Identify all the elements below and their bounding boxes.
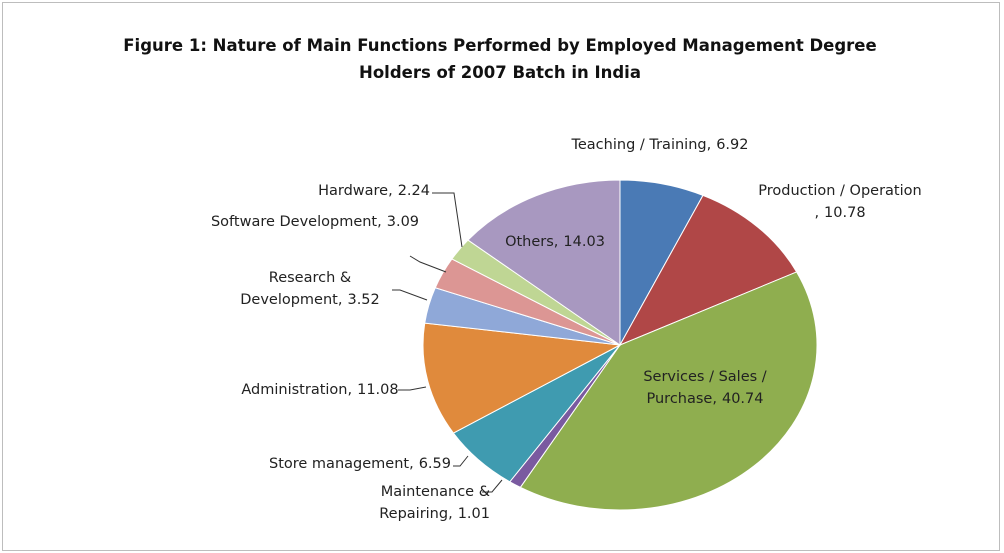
slice-label: Others, 14.03 [470,231,640,253]
leader-line [453,455,469,467]
pie-slice [422,322,622,434]
slice-label-value: 14.03 [563,234,605,250]
slice-label-name: Maintenance & Repairing, [379,484,490,522]
pie-slice [618,194,798,347]
slice-label-name: Research & Development, [240,270,352,308]
slice-label: Teaching / Training, 6.92 [560,134,760,156]
slice-label-name: Teaching / Training, [571,137,712,153]
slice-label-value: 11.08 [357,382,399,398]
slice-label: Maintenance & Repairing, 1.01 [320,481,490,525]
pie-slice [519,271,818,511]
slice-label-name: Others, [505,234,559,250]
slice-label-value: 6.59 [418,456,451,472]
leader-line [409,255,447,273]
slice-label-name: Software Development, [210,214,382,230]
pie-slice [467,179,621,346]
leader-line [482,479,503,493]
slice-label: Hardware, 2.24 [240,180,430,202]
slice-label-name: Services / Sales / Purchase, [643,369,767,407]
slice-label-value: 3.09 [386,214,420,230]
slice-label: Store management, 6.59 [265,453,455,475]
slice-label: Software Development, 3.09 [200,211,430,233]
slice-label-name: Hardware, [318,183,393,199]
slice-label-value: 40.74 [721,391,764,407]
slice-label-value: 2.24 [397,183,430,199]
slice-label: Services / Sales / Purchase, 40.74 [620,366,790,410]
slice-label-name: Administration, [241,382,353,398]
slice-label-name: Store management, [269,456,414,472]
slice-label: Production / Operation , 10.78 [750,180,930,224]
leader-line [392,289,428,301]
slice-label-name: Production / Operation , [758,183,922,221]
leader-line [398,386,427,391]
leader-line [432,192,463,248]
slice-label: Administration, 11.08 [235,379,405,401]
slice-label: Research & Development, 3.52 [225,267,395,311]
chart-title: Figure 1: Nature of Main Functions Perfo… [123,36,877,82]
slice-label-value: 10.78 [824,205,866,221]
slice-label-value: 6.92 [716,137,749,153]
slice-label-value: 3.52 [347,292,380,308]
slice-label-value: 1.01 [457,506,490,522]
